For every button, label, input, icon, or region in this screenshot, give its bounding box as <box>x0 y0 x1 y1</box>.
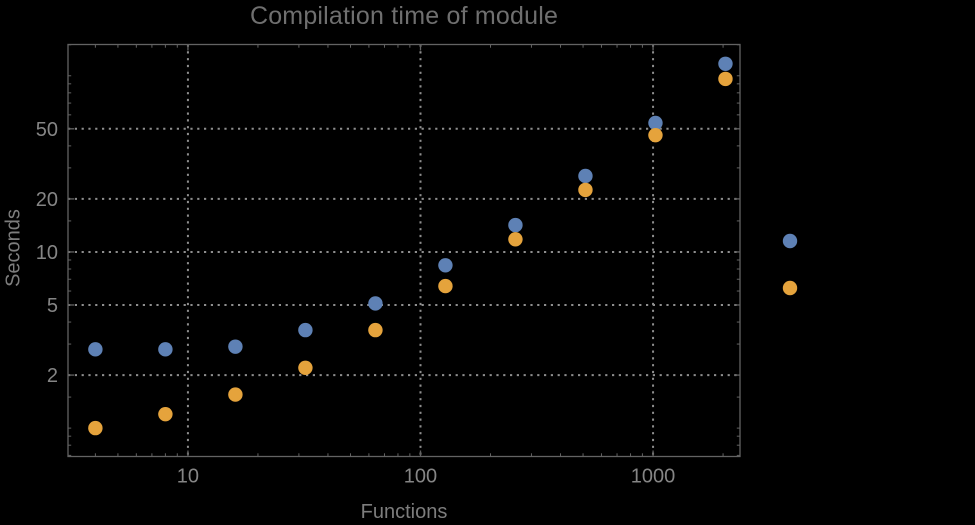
y-tick-label: 10 <box>36 242 58 264</box>
chart-title: Compilation time of module <box>249 2 559 30</box>
data-point-series-2-orange <box>578 182 593 198</box>
x-tick-label: 1000 <box>631 466 676 488</box>
data-point-series-2-orange <box>298 360 313 375</box>
data-point-series-2-orange <box>158 406 173 422</box>
data-point-series-2-orange <box>228 387 243 402</box>
data-point-series-1-blue <box>508 217 523 233</box>
data-point-series-1-blue <box>298 322 313 338</box>
data-point-series-1-blue <box>368 296 383 311</box>
legend-marker <box>782 280 798 296</box>
data-point-series-1-blue <box>158 342 173 357</box>
legend-marker <box>782 233 798 249</box>
y-tick-label: 20 <box>36 189 58 211</box>
x-axis-label: Functions <box>360 501 448 523</box>
data-point-series-2-orange <box>368 322 383 338</box>
data-point-series-1-blue <box>228 339 243 354</box>
data-point-series-2-orange <box>438 278 453 294</box>
data-point-series-2-orange <box>508 232 523 247</box>
data-point-series-2-orange <box>88 420 103 436</box>
data-point-series-1-blue <box>578 168 593 184</box>
data-point-series-1-blue <box>88 342 103 357</box>
data-point-series-1-blue <box>718 56 733 71</box>
data-point-series-2-orange <box>718 71 733 87</box>
x-tick-label: 10 <box>177 466 199 488</box>
y-axis-label: Seconds <box>2 209 25 287</box>
y-tick-label: 5 <box>47 295 58 317</box>
y-tick-label: 2 <box>47 365 58 387</box>
data-point-series-1-blue <box>648 115 663 131</box>
x-tick-label: 100 <box>404 466 437 488</box>
plot-frame <box>67 43 741 458</box>
data-point-series-1-blue <box>438 258 453 273</box>
data-point-series-2-orange <box>648 127 663 143</box>
y-tick-label: 50 <box>36 119 58 141</box>
